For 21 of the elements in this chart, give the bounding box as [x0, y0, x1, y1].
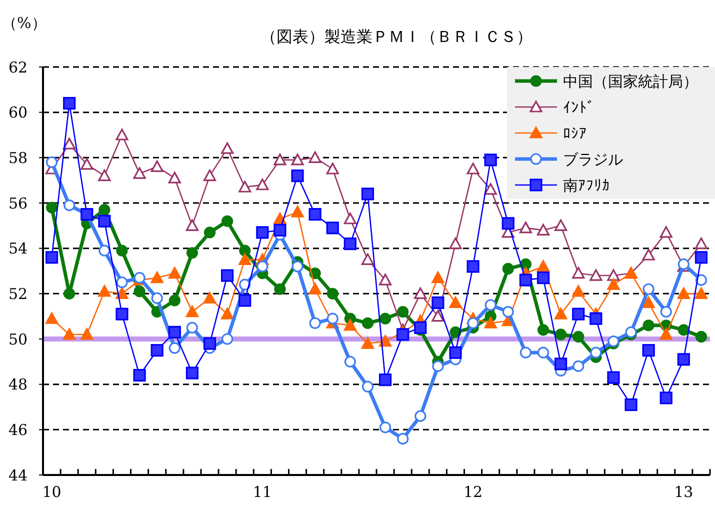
- y-tick-label: 48: [8, 376, 28, 394]
- y-tick-label: 46: [8, 420, 28, 439]
- legend-label: 中国（国家統計局）: [563, 72, 698, 90]
- y-tick-label: 56: [8, 194, 28, 212]
- y-tick-label: 54: [8, 240, 28, 258]
- y-tick-label: 50: [8, 330, 28, 348]
- y-tick-label: 44: [8, 466, 28, 484]
- y-axis-title: （%）: [2, 14, 46, 32]
- x-tick-label: 12: [463, 483, 483, 501]
- chart-title: （図表）製造業ＰＭＩ（ＢＲＩＣＳ）: [260, 27, 532, 46]
- y-tick-label: 52: [8, 284, 28, 303]
- x-tick-label: 13: [674, 483, 694, 501]
- x-tick-label: 10: [42, 483, 62, 501]
- legend-label: 南ｱﾌﾘｶ: [563, 176, 610, 194]
- x-tick-label: 11: [252, 483, 272, 501]
- y-tick-label: 62: [8, 58, 28, 76]
- legend-label: ブラジル: [563, 150, 623, 168]
- y-tick-label: 60: [8, 104, 28, 122]
- legend-label: ﾛｼｱ: [563, 124, 587, 142]
- y-tick-label: 58: [8, 148, 28, 167]
- legend-label: ｲﾝﾄﾞ: [563, 98, 595, 116]
